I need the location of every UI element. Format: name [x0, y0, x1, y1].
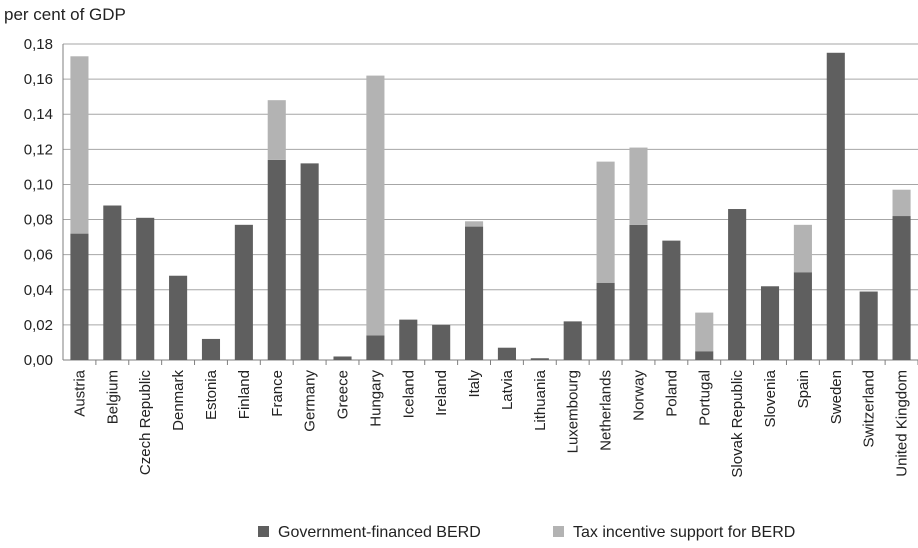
- x-category-label: Switzerland: [861, 370, 878, 448]
- bar-government-financed: [103, 205, 122, 360]
- bar-government-financed: [629, 224, 648, 360]
- x-category-label: Estonia: [203, 369, 220, 420]
- y-tick-label: 0,08: [24, 212, 53, 229]
- bar-government-financed: [497, 347, 516, 360]
- x-category-label: Slovak Republic: [729, 370, 746, 478]
- y-tick-label: 0,00: [24, 352, 53, 369]
- bar-government-financed: [760, 286, 780, 360]
- bar-government-financed: [366, 335, 385, 360]
- x-category-label: Denmark: [170, 370, 187, 431]
- y-axis-unit-label: per cent of GDP: [4, 5, 126, 24]
- y-tick-label: 0,04: [24, 282, 53, 299]
- x-category-label: Ireland: [433, 370, 450, 416]
- bar-tax-incentive: [629, 147, 648, 225]
- x-category-label: Germany: [302, 370, 319, 432]
- bar-government-financed: [892, 216, 911, 360]
- y-tick-label: 0,06: [24, 247, 53, 264]
- y-tick-label: 0,18: [24, 36, 53, 53]
- bar-government-financed: [695, 351, 714, 360]
- x-category-label: Greece: [335, 370, 352, 419]
- x-category-label: United Kingdom: [894, 370, 911, 477]
- bar-government-financed: [596, 282, 615, 360]
- bar-government-financed: [662, 240, 681, 360]
- bar-tax-incentive: [695, 312, 714, 352]
- x-category-label: Slovenia: [762, 369, 779, 427]
- bar-government-financed: [563, 321, 582, 360]
- x-category-label: Luxembourg: [565, 370, 582, 453]
- bar-government-financed: [333, 356, 352, 360]
- y-tick-label: 0,02: [24, 317, 53, 334]
- bar-tax-incentive: [465, 221, 484, 227]
- bar-government-financed: [432, 324, 451, 360]
- x-category-label: Portugal: [696, 370, 713, 426]
- bar-government-financed: [267, 159, 286, 360]
- bar-government-financed: [826, 52, 845, 361]
- bar-tax-incentive: [892, 189, 911, 217]
- bar-government-financed: [70, 233, 89, 360]
- bar-government-financed: [859, 291, 878, 360]
- bar-government-financed: [136, 217, 155, 360]
- x-category-label: Spain: [795, 370, 812, 408]
- bar-government-financed: [201, 338, 221, 360]
- x-category-label: Lithuania: [532, 369, 549, 431]
- bar-tax-incentive: [366, 75, 385, 336]
- x-category-label: Poland: [663, 370, 680, 417]
- legend-swatch-government-financed: [258, 526, 269, 537]
- bar-government-financed: [169, 275, 188, 360]
- y-tick-label: 0,16: [24, 71, 53, 88]
- bar-government-financed: [793, 272, 812, 360]
- bar-government-financed: [530, 358, 549, 360]
- x-category-label: Iceland: [400, 370, 417, 418]
- y-tick-label: 0,14: [24, 106, 53, 123]
- legend-label-tax-incentive: Tax incentive support for BERD: [573, 524, 795, 541]
- bar-tax-incentive: [70, 56, 89, 234]
- x-category-label: Italy: [466, 370, 483, 398]
- bar-government-financed: [300, 163, 319, 360]
- x-category-label: Sweden: [828, 370, 845, 424]
- legend-label-government-financed: Government-financed BERD: [278, 524, 481, 541]
- x-category-label: Austria: [71, 369, 88, 416]
- x-category-label: Belgium: [104, 370, 121, 424]
- x-category-label: Latvia: [499, 369, 516, 410]
- x-category-label: Netherlands: [598, 370, 615, 451]
- x-category-label: Finland: [236, 370, 253, 419]
- x-category-label: Hungary: [367, 370, 384, 427]
- bar-government-financed: [399, 319, 418, 360]
- x-category-label: France: [269, 370, 286, 417]
- bar-tax-incentive: [793, 224, 812, 273]
- x-category-label: Norway: [630, 370, 647, 421]
- y-tick-label: 0,12: [24, 141, 53, 158]
- legend-swatch-tax-incentive: [553, 526, 564, 537]
- bar-government-financed: [234, 224, 253, 360]
- bar-tax-incentive: [267, 100, 286, 160]
- bar-tax-incentive: [596, 161, 615, 283]
- x-category-label: Czech Republic: [137, 370, 154, 476]
- bar-government-financed: [465, 226, 484, 360]
- bar-government-financed: [728, 209, 747, 360]
- y-tick-label: 0,10: [24, 176, 53, 193]
